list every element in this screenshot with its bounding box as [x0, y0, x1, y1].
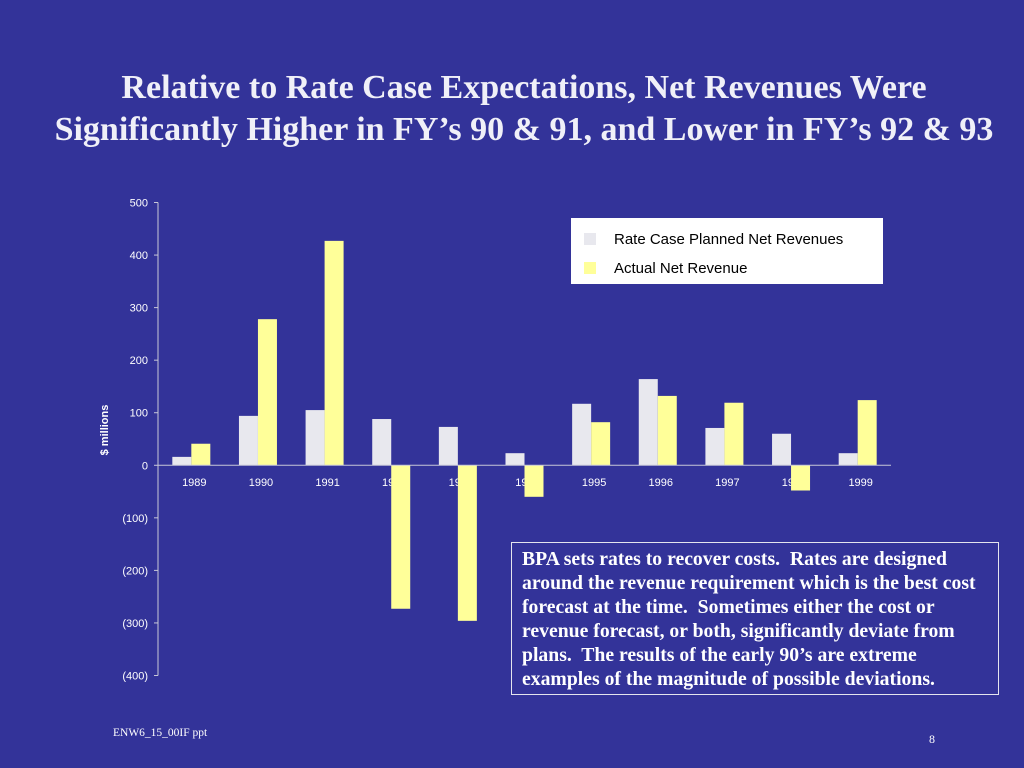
- y-tick-label: 0: [142, 460, 148, 472]
- bar-actual-1997: [724, 402, 744, 466]
- legend-label-planned: Rate Case Planned Net Revenues: [614, 230, 844, 248]
- bar-actual-1996: [657, 395, 677, 466]
- bar-planned-1999: [838, 453, 858, 466]
- bar-planned-1998: [772, 433, 792, 466]
- y-tick-label: (200): [122, 565, 148, 577]
- bar-planned-1994: [505, 453, 525, 466]
- bar-planned-1997: [705, 427, 725, 466]
- legend-swatch-planned: [584, 233, 596, 245]
- y-tick-label: (300): [122, 618, 148, 630]
- note-textbox: BPA sets rates to recover costs. Rates a…: [511, 542, 999, 695]
- bar-actual-1989: [191, 443, 211, 466]
- bar-actual-1994: [524, 465, 544, 497]
- x-tick-label: 1989: [182, 477, 206, 489]
- footer-filename: ENW6_15_00IF ppt: [113, 727, 208, 739]
- x-tick-label: 1997: [715, 477, 739, 489]
- slide-title: Relative to Rate Case Expectations, Net …: [54, 69, 994, 148]
- legend-item-actual: Actual Net Revenue: [584, 258, 747, 278]
- bar-planned-1992: [372, 419, 392, 466]
- bar-actual-1995: [591, 422, 611, 466]
- y-tick-label: 400: [130, 250, 148, 262]
- x-tick-label: 1995: [582, 477, 606, 489]
- y-tick-label: 300: [130, 303, 148, 315]
- y-tick-label: (100): [122, 513, 148, 525]
- bar-actual-1992: [391, 465, 411, 609]
- y-axis-title: $ millions: [99, 405, 111, 456]
- bar-planned-1991: [305, 410, 325, 466]
- series-planned: [172, 379, 858, 466]
- bar-actual-1990: [257, 319, 277, 466]
- legend-item-planned: Rate Case Planned Net Revenues: [584, 229, 843, 249]
- y-tick-label: 200: [130, 355, 148, 367]
- bar-planned-1996: [638, 379, 658, 466]
- y-tick-label: 500: [130, 198, 148, 210]
- y-tick-label: (400): [122, 671, 148, 683]
- bar-planned-1990: [238, 415, 258, 466]
- x-tick-label: 1999: [848, 477, 872, 489]
- legend-swatch-actual: [584, 262, 596, 274]
- x-tick-label: 1996: [649, 477, 673, 489]
- series-actual: [191, 240, 877, 621]
- bar-planned-1993: [438, 426, 458, 466]
- y-axis: 500 400 300 200 100 0 (100) (200) (300) (400): [122, 198, 159, 683]
- bar-actual-1999: [857, 400, 877, 466]
- x-tick-label: 1991: [315, 477, 339, 489]
- y-tick-label: 100: [130, 408, 148, 420]
- page-number: 8: [929, 732, 935, 746]
- chart-legend: Rate Case Planned Net Revenues Actual Ne…: [571, 218, 883, 284]
- bar-planned-1989: [172, 456, 192, 466]
- x-tick-label: 1990: [249, 477, 273, 489]
- bar-actual-1998: [791, 465, 811, 491]
- bar-actual-1993: [457, 465, 477, 621]
- bar-actual-1991: [324, 240, 344, 466]
- bar-planned-1995: [572, 403, 592, 466]
- legend-label-actual: Actual Net Revenue: [614, 259, 748, 277]
